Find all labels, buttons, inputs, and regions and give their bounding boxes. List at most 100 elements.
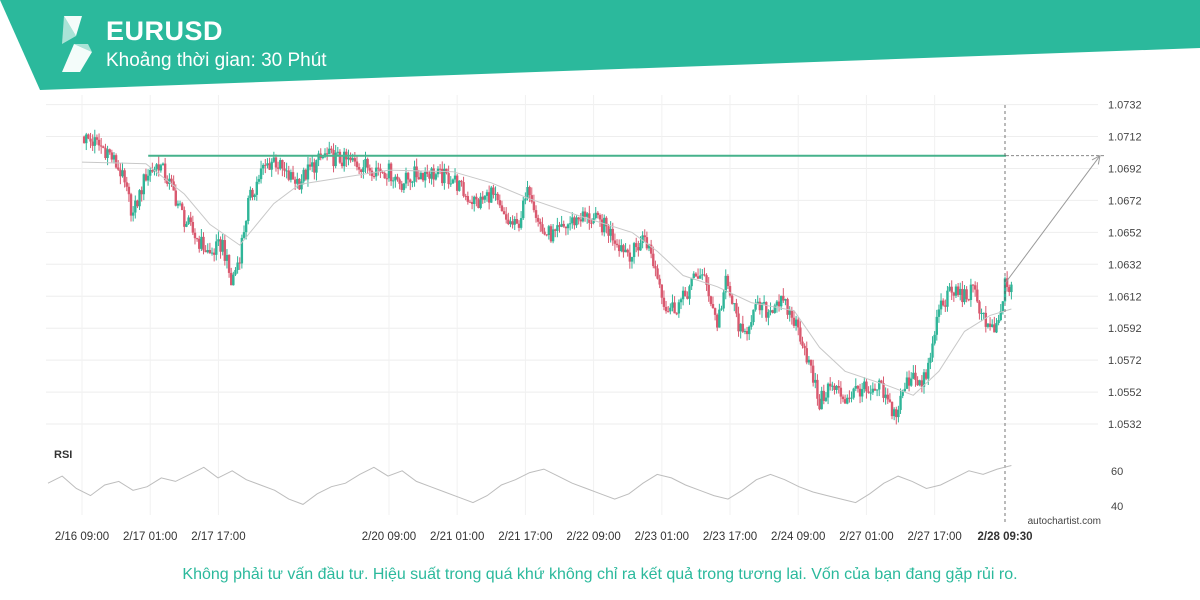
candle-body (366, 158, 369, 168)
candle-body (797, 319, 800, 328)
x-tick-label-11: 2/27 17:00 (907, 531, 961, 543)
candle-body (848, 397, 851, 399)
candle-body (496, 193, 499, 201)
candle-body (415, 166, 418, 178)
candle-body (782, 295, 785, 301)
candle-body (462, 182, 465, 196)
candle-body (360, 169, 363, 172)
candle-body (99, 145, 103, 147)
candle-body (801, 341, 804, 346)
candle-body (971, 284, 975, 286)
candle-body (707, 284, 710, 297)
candle-body (647, 244, 651, 249)
candle-body (652, 253, 655, 267)
candle-body (289, 172, 293, 180)
candle-body (705, 275, 708, 285)
candle-body (336, 151, 339, 153)
candle-body (643, 235, 646, 238)
rsi-tick-label-0: 60 (1111, 466, 1123, 478)
candle-body (967, 299, 970, 301)
candle-body (308, 164, 312, 167)
candle-body (558, 225, 561, 227)
candle-body (351, 158, 354, 161)
candle-body (342, 151, 346, 167)
candle-body (191, 222, 195, 233)
candle-body (961, 288, 964, 303)
candle-body (187, 217, 190, 224)
candle-body (539, 221, 542, 225)
candle-body (85, 134, 88, 144)
candle-body (999, 311, 1002, 321)
candle-body (735, 303, 738, 314)
candle-body (349, 157, 352, 161)
candle-body (91, 141, 94, 146)
candle-body (784, 299, 787, 301)
candle-body (773, 305, 776, 313)
candle-body (965, 289, 968, 300)
candle-body (215, 241, 218, 255)
disclaimer-text: Không phải tư vấn đầu tư. Hiệu suất tron… (182, 566, 1018, 583)
candle-body (867, 391, 870, 393)
candle-body (788, 310, 791, 315)
candle-body (519, 218, 523, 228)
candle-body (613, 240, 617, 244)
candle-body (502, 211, 506, 215)
timeframe-label: Khoảng thời gian: 30 Phút (106, 50, 327, 71)
candle-body (189, 217, 192, 223)
candle-body (775, 301, 779, 306)
candle-body (863, 381, 866, 390)
candle-body (762, 302, 766, 304)
candle-body (667, 311, 670, 313)
candle-body (690, 277, 693, 287)
candle-body (922, 372, 926, 387)
candle-body (161, 163, 165, 166)
candle-body (935, 316, 938, 335)
candle-body (852, 388, 855, 398)
candle-body (596, 212, 600, 216)
y-tick-label-5: 1.0632 (1108, 259, 1142, 271)
candle-body (703, 274, 706, 276)
candle-body (434, 174, 438, 180)
candle-body (824, 397, 828, 401)
candle-body (287, 170, 290, 180)
candle-body (728, 286, 732, 296)
candle-body (750, 322, 753, 327)
x-tick-label-9: 2/24 09:00 (771, 531, 825, 543)
candle-body (242, 232, 246, 238)
candle-body (581, 211, 585, 222)
x-tick-label-7: 2/23 01:00 (635, 531, 689, 543)
candle-body (255, 181, 258, 195)
candle-body (219, 239, 222, 252)
candle-body (485, 192, 489, 196)
candle-body (87, 134, 90, 139)
candle-body (997, 320, 1000, 324)
candle-body (253, 194, 256, 198)
candle-body (532, 201, 536, 211)
candle-body (357, 167, 361, 170)
candle-body (637, 247, 640, 251)
candle-body (477, 199, 480, 209)
candle-body (628, 252, 632, 262)
candle-body (330, 148, 333, 151)
candle-body (745, 330, 749, 335)
candle-body (726, 275, 730, 287)
x-tick-label-4: 2/21 01:00 (430, 531, 484, 543)
candle-body (530, 195, 533, 202)
y-tick-label-7: 1.0592 (1108, 323, 1142, 335)
candle-body (487, 192, 491, 203)
candle-body (681, 290, 685, 300)
candle-body (927, 362, 930, 379)
candle-body (850, 397, 853, 399)
candle-body (402, 183, 406, 190)
candle-body (93, 137, 96, 146)
candle-body (554, 229, 557, 231)
candle-body (140, 190, 143, 195)
candle-body (973, 285, 977, 290)
candle-body (230, 272, 233, 286)
candle-body (765, 302, 768, 318)
candle-body (673, 302, 676, 314)
candle-body (445, 168, 448, 174)
x-tick-label-2: 2/17 17:00 (191, 531, 245, 543)
candle-body (978, 301, 981, 314)
candle-body (588, 213, 591, 223)
